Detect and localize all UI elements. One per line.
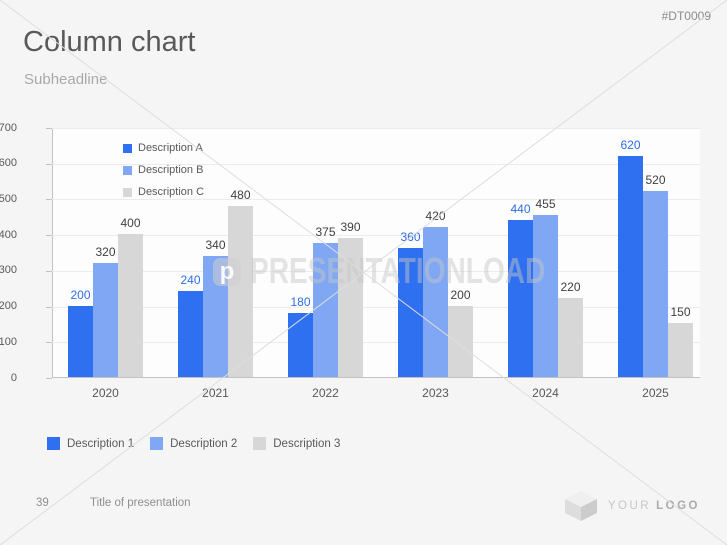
gridline [52,128,700,129]
bar-description-b-2024 [533,214,558,377]
legend-item: Description B [123,159,204,181]
bar-description-c-2025 [668,323,693,377]
x-axis-line [52,377,700,378]
bar-description-c-2021 [228,205,253,377]
gridline [52,342,700,344]
legend-swatch-icon [123,143,132,153]
y-axis-line [52,128,53,378]
legend-swatch-icon [123,165,132,175]
column-chart-plot-area: 200 320 400 240 340 480 180 375 390 360 420 200 440 4… [52,127,700,400]
legend-label: Description A [138,142,203,154]
bar-value-label: 455 [535,196,556,211]
cube-icon [564,491,597,521]
y-axis-label: 100 [0,335,17,348]
bar-description-a-2024 [508,219,533,377]
chart-legend: Description A Description B Description C [123,137,204,203]
y-axis-label: 200 [0,300,17,313]
page-subheadline: Subheadline [24,71,108,88]
bar-value-label: 220 [560,280,581,295]
legend-label: Description 3 [273,437,341,450]
bar-group-2025: 620 520 150 [618,127,693,377]
bar-description-c-2020 [118,234,143,377]
x-axis-label-2020: 2020 [92,386,119,400]
bar-description-b-2022 [313,243,338,377]
gridline [52,270,700,272]
bar-value-label: 200 [450,287,471,302]
bottom-legend-item: Description 3 [253,437,340,450]
bar-group-2023: 360 420 200 [398,127,473,377]
logo-text-logo: LOGO [656,500,700,512]
y-axis-label: 400 [0,228,17,241]
y-axis-tick [46,378,52,379]
placeholder-logo: YOUR LOGO [564,490,700,522]
page-number: 39 [36,497,49,509]
gridline [52,235,700,237]
x-axis-label-2023: 2023 [422,386,449,400]
bar-description-c-2024 [558,298,583,377]
y-axis-label: 700 [0,121,17,134]
legend-swatch-icon [150,437,164,450]
page-title: Column chart [23,26,196,58]
legend-label: Description 2 [170,437,238,450]
bar-description-a-2025 [618,155,643,377]
bar-value-label: 520 [645,173,666,188]
y-axis-label: 500 [0,192,17,205]
bar-value-label: 480 [230,187,251,202]
bar-group-2024: 440 455 220 [508,127,583,377]
legend-swatch-icon [123,187,132,197]
bottom-legend-item: Description 2 [150,437,237,450]
legend-item: Description A [123,137,204,159]
legend-item: Description C [123,181,204,203]
footer-presentation-title: Title of presentation [90,497,191,509]
bar-description-b-2020 [93,262,118,377]
legend-swatch-icon [47,437,60,450]
bar-value-label: 390 [340,219,361,234]
bar-description-a-2023 [398,248,423,377]
x-axis-label-2025: 2025 [642,386,669,400]
legend-label: Description B [138,164,204,176]
x-axis-label-2022: 2022 [312,386,339,400]
bar-description-a-2022 [288,312,313,377]
legend-label: Description C [138,186,205,198]
bar-description-c-2023 [448,305,473,377]
bottom-legend-item: Description 1 [47,437,134,450]
y-axis-label: 600 [0,157,17,170]
y-axis-label: 300 [0,264,17,277]
bar-description-b-2021 [203,255,228,377]
bar-description-b-2023 [423,227,448,377]
bar-description-c-2022 [338,237,363,377]
template-code: #DT0009 [661,9,711,23]
legend-label: Description 1 [67,437,135,450]
x-axis-label-2024: 2024 [532,386,559,400]
bar-value-label: 620 [620,137,641,152]
logo-text-your: YOUR [607,500,652,512]
bar-description-b-2025 [643,191,668,377]
bottom-legend: Description 1 Description 2 Description 3 [47,437,340,450]
bar-group-2022: 180 375 390 [288,127,363,377]
y-axis-label: 0 [10,371,17,384]
gridline [52,306,700,308]
bar-description-a-2020 [68,305,93,377]
bar-value-label: 400 [120,216,141,231]
bar-value-label: 420 [425,209,446,223]
x-axis-label-2021: 2021 [202,386,229,400]
bar-value-label: 150 [670,305,691,320]
bar-description-a-2021 [178,291,203,377]
legend-swatch-icon [253,437,267,450]
